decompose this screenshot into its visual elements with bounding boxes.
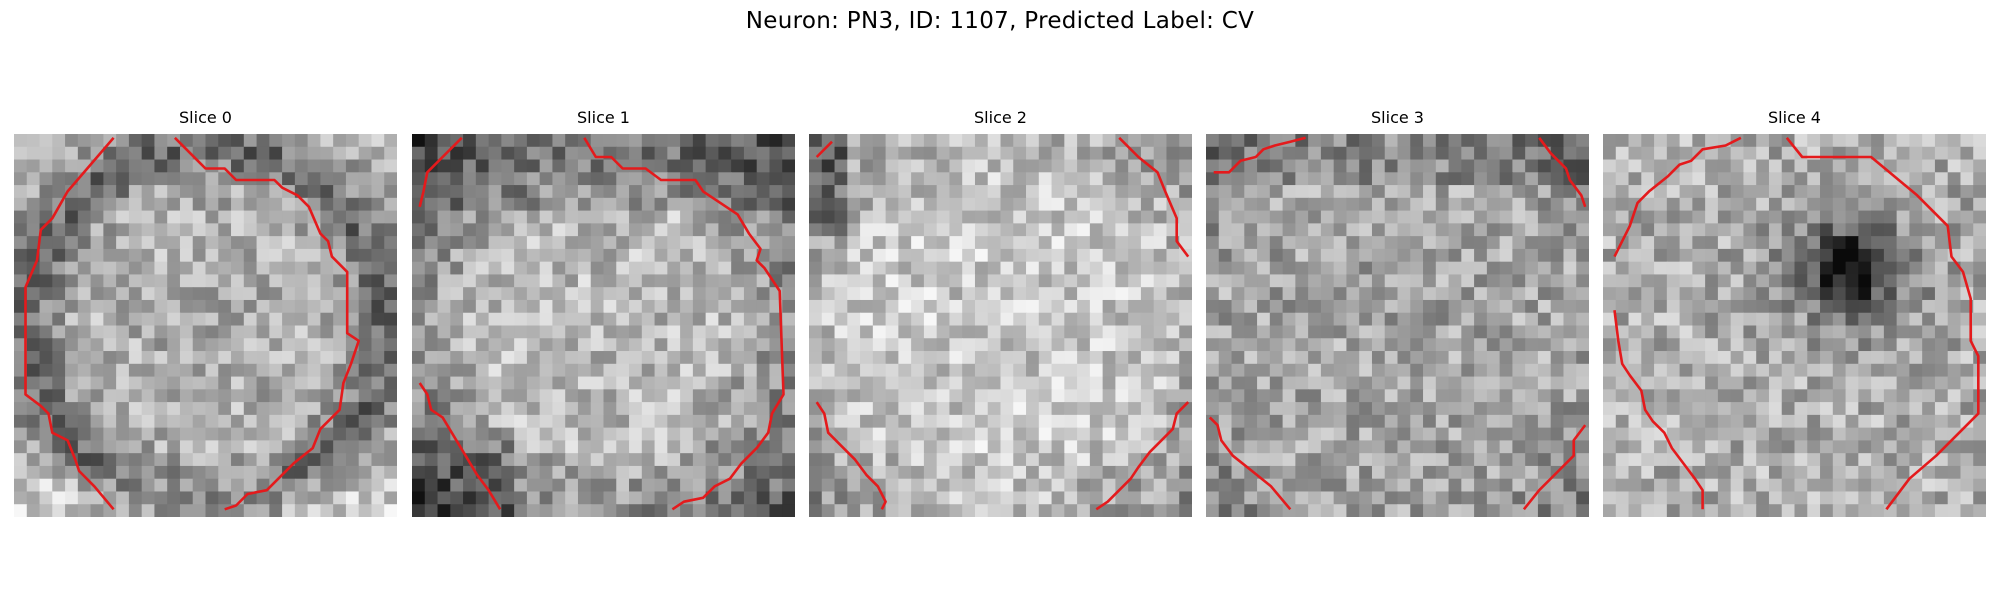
slice-svg: [14, 134, 397, 517]
slice-title: Slice 0: [179, 108, 232, 127]
contour-group: [418, 136, 785, 511]
contour-group: [1613, 136, 1980, 511]
segmentation-contour: [583, 137, 785, 511]
pixel-grid: [14, 134, 397, 517]
segmentation-contour: [1095, 401, 1190, 511]
pixel-grid: [1206, 134, 1589, 517]
slice-image: [1603, 134, 1986, 517]
slice-image: [809, 134, 1192, 517]
slice-title: Slice 4: [1768, 108, 1821, 127]
slice-svg: [412, 134, 795, 517]
slice-image: [14, 134, 397, 517]
segmentation-contour: [418, 136, 463, 208]
slice-svg: [809, 134, 1192, 517]
contour-group: [24, 136, 361, 511]
segmentation-contour: [1785, 136, 1980, 511]
segmentation-contour: [1118, 136, 1190, 258]
segmentation-contour: [815, 140, 833, 158]
segmentation-contour: [1613, 310, 1704, 510]
segmentation-contour: [418, 382, 502, 510]
pixel-grid: [412, 134, 795, 517]
segmentation-contour: [1213, 136, 1306, 174]
contour-group: [815, 136, 1190, 511]
segmentation-contour: [173, 136, 361, 511]
slice-title: Slice 2: [974, 108, 1027, 127]
slice-svg: [1206, 134, 1589, 517]
contour-group: [1208, 136, 1587, 511]
segmentation-contour: [1613, 136, 1742, 258]
segmentation-contour: [1522, 424, 1587, 511]
figure-title: Neuron: PN3, ID: 1107, Predicted Label: …: [745, 8, 1255, 34]
pixel-grid: [1603, 134, 1986, 517]
slice-title: Slice 3: [1371, 108, 1424, 127]
segmentation-contour: [24, 136, 115, 511]
segmentation-contour: [815, 401, 887, 510]
slice-svg: [1603, 134, 1986, 517]
slice-image: [1206, 134, 1589, 517]
segmentation-contour: [1208, 416, 1292, 511]
slice-title: Slice 1: [577, 108, 630, 127]
segmentation-contour: [1538, 137, 1587, 208]
pixel-grid: [809, 134, 1192, 517]
slice-image: [412, 134, 795, 517]
